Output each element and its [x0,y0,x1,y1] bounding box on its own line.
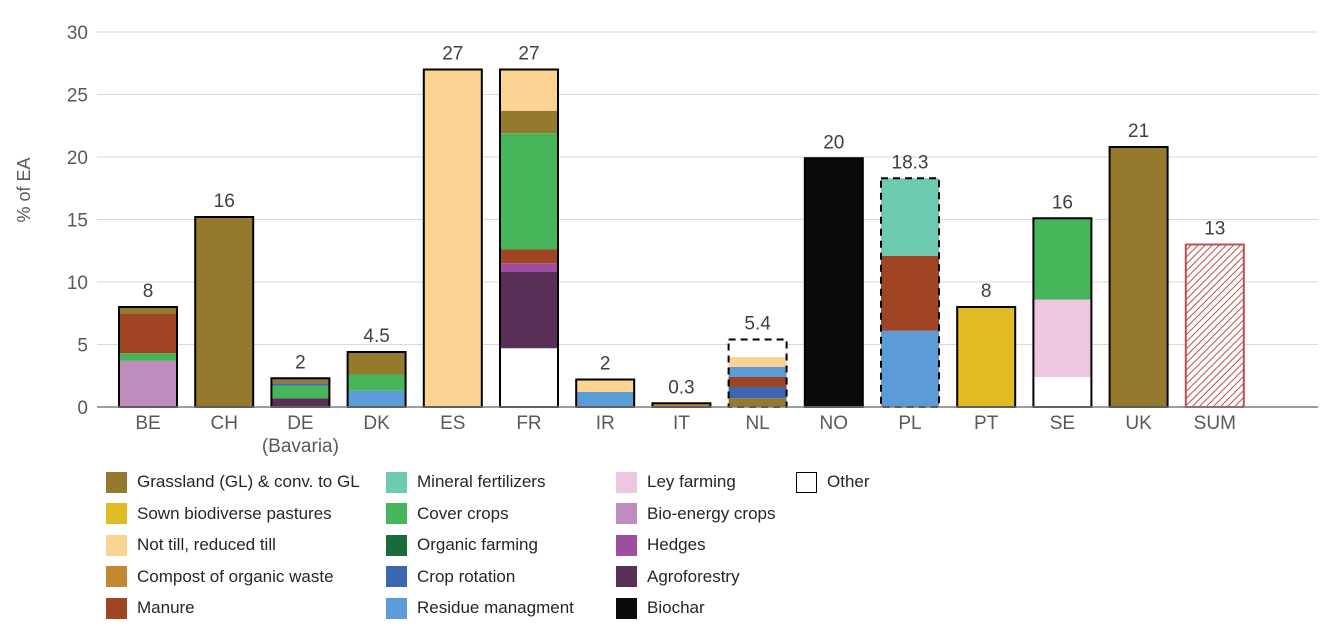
total-label-fr: 27 [518,44,539,65]
total-label-pl: 18.3 [892,152,929,173]
bar-outline-nl [727,338,788,408]
bar-no [803,157,864,408]
x-tick-label-dk: DK [363,413,390,434]
segment-pl-residue-managment [881,330,939,407]
bars [118,68,1245,408]
x-tick-label-sum: SUM [1194,413,1236,434]
bar-fr [499,68,559,408]
segment-nl-manure [728,377,787,387]
x-tick-label-it: IT [673,413,690,434]
segment-fr-manure [500,249,558,264]
segment-fr-grassland-gl-conv-to-gl [500,110,558,134]
segment-fr-other [500,348,558,407]
bar-de-bavaria [270,377,331,408]
segment-de-bavaria-grassland-gl-conv-to-gl [271,378,330,384]
y-tick-label: 10 [67,273,88,294]
y-tick-label: 20 [67,148,88,169]
segment-dk-residue-managment [347,390,406,407]
total-label-uk: 21 [1128,121,1149,142]
y-axis-label: % of EA [14,157,34,222]
segment-dk-grassland-gl-conv-to-gl [347,352,406,375]
segment-no-biochar [804,158,863,407]
segment-se-ley-farming [1033,299,1092,377]
total-label-sum: 13 [1204,219,1225,240]
segment-se-other [1033,377,1092,407]
total-label-ir: 2 [600,354,611,375]
segment-ir-residue-managment [576,392,635,407]
segment-dk-cover-crops [347,374,406,391]
segment-it-compost-of-organic-waste [652,403,711,407]
total-label-dk: 4.5 [363,326,389,347]
x-tick-label-es: ES [440,413,465,434]
segment-de-bavaria-crop-rotation [271,383,330,386]
total-label-nl: 5.4 [744,314,771,335]
segment-fr-agroforestry [500,272,558,349]
bar-sum [1184,243,1245,408]
x-tick-label-se: SE [1050,413,1075,434]
segment-be-bio-energy-crops [119,360,177,407]
segment-be-grassland-gl-conv-to-gl [119,307,177,314]
x-tick-label-fr: FR [516,413,541,434]
segment-nl-crop-rotation [728,387,787,399]
segment-be-manure [119,313,177,354]
total-label-it: 0.3 [668,377,694,398]
bar-uk [1108,146,1169,408]
x-tick-label-ir: IR [596,413,615,434]
bar-se [1032,217,1093,408]
segment-fr-not-till-reduced-till [500,69,558,111]
x-tick-label-no: NO [820,413,849,434]
x-tick-label-pl: PL [898,413,921,434]
segment-es-not-till-reduced-till [423,69,482,407]
bar-pt [956,306,1017,408]
segment-be-cover-crops [119,353,177,361]
segment-ch-grassland-gl-conv-to-gl [195,217,254,407]
total-label-be: 8 [143,281,154,302]
bar-pl [880,177,940,408]
y-tick-label: 5 [77,336,88,357]
bar-ir [575,378,636,408]
y-tick-label: 15 [67,211,88,232]
total-label-no: 20 [823,132,844,153]
segment-nl-not-till-reduced-till [728,357,787,367]
segment-fr-hedges [500,263,558,272]
y-axis: 0 5 10 15 20 25 30 [67,23,88,419]
x-tick-label-nl: NL [745,413,769,434]
segment-nl-grassland-gl-conv-to-gl [728,398,787,407]
segment-sum-sum [1185,244,1244,407]
segment-pl-manure [881,255,939,331]
segment-de-bavaria-agroforestry [271,398,330,407]
bar-total-labels: 8 16 2 4.5 27 27 2 0.3 5.4 20 18.3 8 16 21 13 [143,44,1226,399]
total-label-ch: 16 [214,191,235,212]
x-tick-label-de-bavaria: DE (Bavaria) [262,413,339,457]
segment-uk-grassland-gl-conv-to-gl [1109,147,1168,407]
bar-dk [346,351,407,408]
bar-es [422,68,483,408]
segment-ir-not-till-reduced-till [576,379,635,392]
y-tick-label: 30 [67,23,88,44]
x-tick-label-be: BE [135,413,160,434]
y-tick-label: 25 [67,86,88,107]
bar-ch [194,216,255,408]
x-tick-label-uk: UK [1125,413,1152,434]
segment-nl-other [728,339,787,357]
segment-fr-cover-crops [500,133,558,250]
total-label-se: 16 [1052,192,1073,213]
segment-se-cover-crops [1033,218,1092,300]
x-tick-label-ch: CH [210,413,237,434]
total-label-de-bavaria: 2 [295,352,306,373]
segment-nl-residue-managment [728,367,787,377]
x-axis: BE CH DE (Bavaria) DK ES FR IR IT NL NO PL PT SE UK SUM [97,406,1318,457]
total-label-es: 27 [442,44,463,65]
bar-be [118,306,178,408]
segment-de-bavaria-cover-crops [271,385,330,399]
total-label-pt: 8 [981,281,992,302]
y-tick-label: 0 [77,398,88,419]
segment-pl-mineral-fertilizers [881,178,939,256]
segment-pt-sown-biodiverse-pastures [957,307,1016,407]
bar-nl [727,338,788,408]
x-tick-label-pt: PT [974,413,999,434]
